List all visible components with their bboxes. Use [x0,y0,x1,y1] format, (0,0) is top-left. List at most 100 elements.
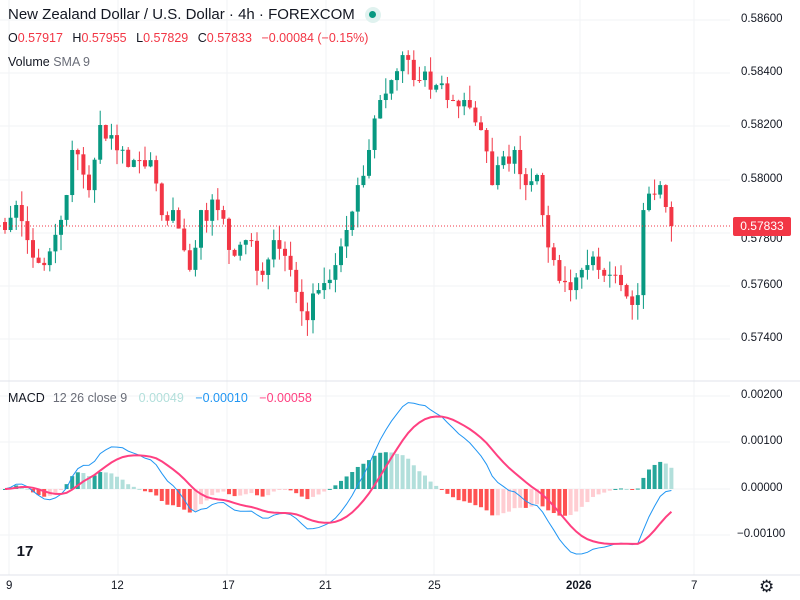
macd-tick: 0.00200 [741,389,783,401]
volume-label: Volume [8,55,50,69]
macd-histogram-bar [92,475,97,489]
tradingview-logo[interactable]: 17 [10,540,40,564]
macd-histogram-bar [115,476,119,489]
candle-body [501,156,506,166]
candle-body [305,311,310,321]
candle-body [70,149,75,196]
macd-histogram-bar [148,489,153,493]
candle-body [19,205,24,222]
candle-body [148,160,153,167]
macd-histogram-bar [249,489,254,494]
candle-body [31,240,35,258]
macd-histogram-bar [204,489,209,501]
macd-histogram-bar [579,489,584,507]
candle-body [59,219,63,235]
macd-histogram-bar [243,489,248,495]
macd-histogram-bar [333,485,338,489]
macd-histogram-bar [451,489,455,498]
macd-histogram-bar [647,469,651,489]
candle-body [518,149,523,175]
macd-histogram-bar [3,489,7,490]
candle-body [232,249,237,256]
macd-histogram-bar [518,489,523,508]
macd-histogram-bar [171,489,175,506]
candle-body [299,291,304,312]
macd-histogram-bar [557,489,562,516]
macd-legend[interactable]: MACD 12 26 close 9 0.00049 −0.00010 −0.00… [8,391,320,405]
price-tick: 0.57400 [741,332,783,344]
candle-body [333,265,338,280]
symbol-name[interactable]: New Zealand Dollar / U.S. Dollar · 4h · … [8,6,355,23]
macd-histogram-bar [126,484,131,489]
candle-body [277,240,282,249]
macd-histogram-bar [523,489,528,508]
candle-body [635,295,640,305]
macd-histogram-bar [283,489,287,490]
macd-histogram-bar [428,481,433,489]
macd-histogram-bar [103,472,108,489]
candle-body [439,83,444,86]
change-value: −0.00084 (−0.15%) [261,31,369,45]
volume-legend[interactable]: Volume SMA 9 [8,55,90,69]
candle-body [339,246,343,266]
macd-histogram-bar [663,463,668,489]
market-status-icon [364,6,381,23]
candle-body [8,217,13,231]
candle-body [361,175,366,186]
macd-histogram-bar [619,488,623,490]
macd-histogram-bar [484,489,489,511]
macd-histogram-bar [305,489,310,500]
candle-body [378,100,383,119]
macd-histogram-bar [120,479,125,489]
candle-body [221,210,226,219]
macd-histogram-bar [64,484,69,489]
gear-icon[interactable]: ⚙ [759,577,775,596]
candle-body [540,174,545,216]
macd-histogram-bar [277,489,282,490]
candle-body [36,257,41,263]
macd-histogram-bar [624,488,629,490]
macd-histogram-bar [602,489,607,493]
candle-body [389,80,394,94]
candle-body [255,240,259,271]
candle-body [103,125,108,139]
candle-body [467,100,472,108]
candle-body [120,149,125,151]
ohlc-legend: O0.57917 H0.57955 L0.57829 C0.57833 −0.0… [8,31,374,45]
candle-body [25,221,30,241]
macd-histogram-bar [109,473,114,489]
macd-histogram-bar [529,489,534,507]
candle-body [551,247,556,261]
candle-body [652,193,657,195]
candle-body [423,71,427,81]
candle-body [669,207,674,227]
candle-body [596,256,601,270]
macd-histogram-bar [42,489,47,497]
macd-histogram-bar [339,480,343,489]
macd-histogram-bar [154,489,159,496]
candle-body [602,269,607,276]
macd-line [4,402,672,555]
price-tick: 0.58400 [741,66,783,78]
candle-body [288,255,293,270]
macd-histogram-bar [227,489,231,495]
macd-histogram-bar [210,489,215,496]
candle-body [131,160,136,167]
macd-histogram-bar [187,489,192,513]
open-label: O [8,31,18,45]
candle-body [182,228,187,251]
candle-body [434,85,439,90]
time-tick: 21 [319,580,332,592]
macd-histogram-bar [507,489,511,512]
candle-body [42,262,47,266]
candle-body [523,174,528,186]
macd-histogram-bar [311,489,315,497]
candle-body [479,122,483,131]
candle-body [64,195,69,220]
macd-histogram-bar [591,489,595,497]
macd-histogram-bar [75,472,80,489]
macd-histogram-bar [299,489,304,497]
candle-body [109,135,114,139]
candle-body [126,149,131,167]
